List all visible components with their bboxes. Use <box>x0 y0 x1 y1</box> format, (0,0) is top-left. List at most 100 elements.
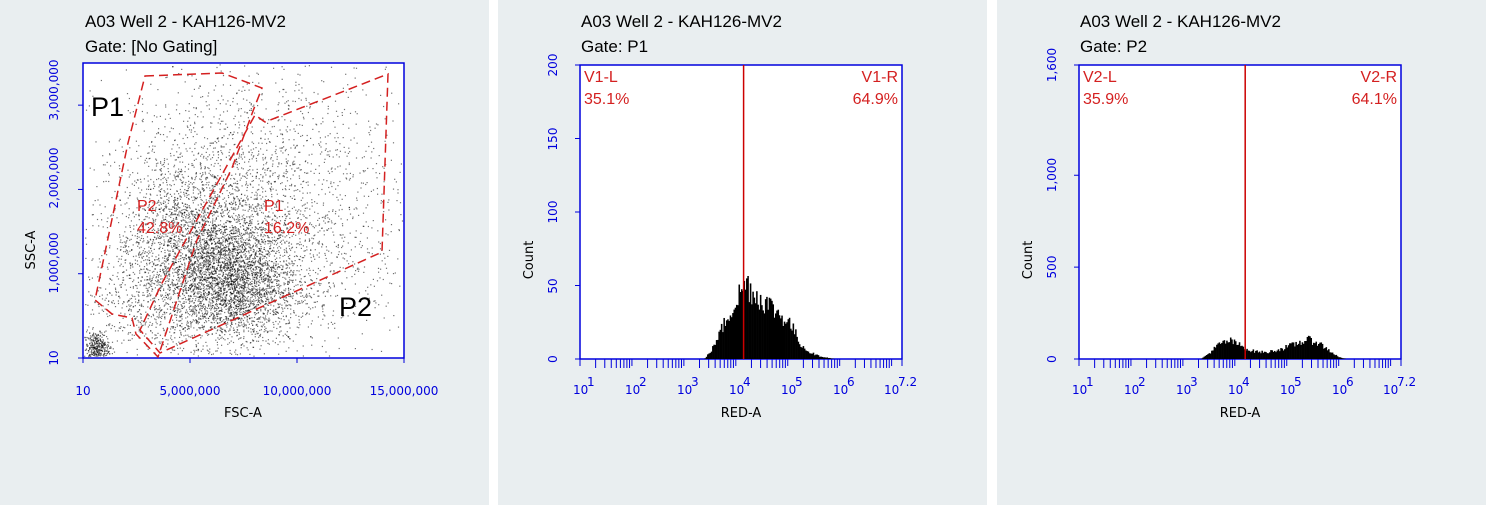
event-point <box>172 250 174 252</box>
event-point <box>216 138 218 140</box>
event-point <box>224 291 226 294</box>
event-point <box>139 178 142 180</box>
event-point <box>194 307 196 309</box>
event-point <box>213 177 215 179</box>
event-point <box>251 317 253 319</box>
event-point <box>239 280 241 282</box>
event-point <box>183 224 185 226</box>
event-point <box>192 223 194 226</box>
event-point <box>230 278 232 280</box>
event-point <box>281 216 284 218</box>
event-point <box>192 164 194 166</box>
event-point <box>197 261 199 263</box>
event-point <box>184 246 186 248</box>
event-point <box>176 307 178 309</box>
event-point <box>214 247 216 249</box>
event-point <box>230 312 232 315</box>
event-point <box>191 196 193 198</box>
event-point <box>197 321 199 323</box>
event-point <box>212 220 214 222</box>
event-point <box>237 190 239 192</box>
event-point <box>208 333 210 335</box>
event-point <box>179 295 181 297</box>
event-point <box>267 296 269 298</box>
event-point <box>210 247 213 250</box>
event-point <box>233 306 235 309</box>
event-point <box>219 251 221 253</box>
event-point <box>233 196 235 198</box>
event-point <box>229 295 231 297</box>
event-point <box>206 313 208 315</box>
event-point <box>174 283 176 285</box>
event-point <box>182 246 184 248</box>
event-point <box>241 273 243 275</box>
event-point <box>202 265 204 267</box>
event-point <box>195 312 197 314</box>
event-point <box>221 266 223 268</box>
event-point <box>205 285 207 287</box>
event-point <box>216 283 219 285</box>
event-point <box>136 233 139 235</box>
event-point <box>232 193 234 195</box>
event-point <box>255 278 257 280</box>
event-point <box>203 184 205 186</box>
event-point <box>290 274 292 276</box>
event-point <box>243 298 245 300</box>
event-point <box>120 249 122 251</box>
event-point <box>219 322 221 324</box>
event-point <box>241 274 243 276</box>
event-point <box>285 315 287 317</box>
event-point <box>171 237 173 239</box>
event-point <box>288 304 290 306</box>
event-point <box>289 293 291 296</box>
event-point <box>124 231 126 233</box>
event-point <box>127 251 129 253</box>
event-point <box>233 292 235 294</box>
event-point <box>146 242 148 244</box>
event-point <box>227 308 229 310</box>
event-point <box>184 296 186 299</box>
event-point <box>241 318 243 320</box>
event-point <box>256 290 258 292</box>
event-point <box>206 241 208 243</box>
event-point <box>180 226 182 228</box>
event-point <box>270 157 272 159</box>
event-point <box>184 248 186 250</box>
event-point <box>256 304 258 306</box>
event-point <box>139 265 141 267</box>
event-point <box>238 155 241 157</box>
event-point <box>230 206 232 209</box>
event-point <box>189 124 192 126</box>
event-point <box>209 249 211 251</box>
event-point <box>188 236 190 238</box>
event-point <box>244 256 246 258</box>
event-point <box>252 237 255 239</box>
event-point <box>276 242 279 244</box>
event-point <box>145 196 147 199</box>
event-point <box>148 241 150 243</box>
event-point <box>214 316 216 318</box>
event-point <box>147 306 149 308</box>
event-point <box>212 299 214 301</box>
event-point <box>278 275 281 277</box>
event-point <box>210 309 212 311</box>
event-point <box>190 326 192 328</box>
event-point <box>227 220 229 222</box>
event-point <box>214 199 217 201</box>
event-point <box>191 164 193 167</box>
event-point <box>228 281 230 283</box>
event-point <box>227 253 230 255</box>
event-point <box>220 146 222 148</box>
event-point <box>158 178 160 180</box>
event-point <box>183 245 186 247</box>
event-point <box>148 152 150 154</box>
event-point <box>231 262 233 264</box>
event-point <box>217 230 219 232</box>
event-point <box>277 317 279 319</box>
event-point <box>231 215 233 217</box>
event-point <box>259 302 261 304</box>
event-point <box>220 290 222 292</box>
event-point <box>212 184 214 187</box>
event-point <box>212 247 214 249</box>
event-point <box>211 326 213 328</box>
